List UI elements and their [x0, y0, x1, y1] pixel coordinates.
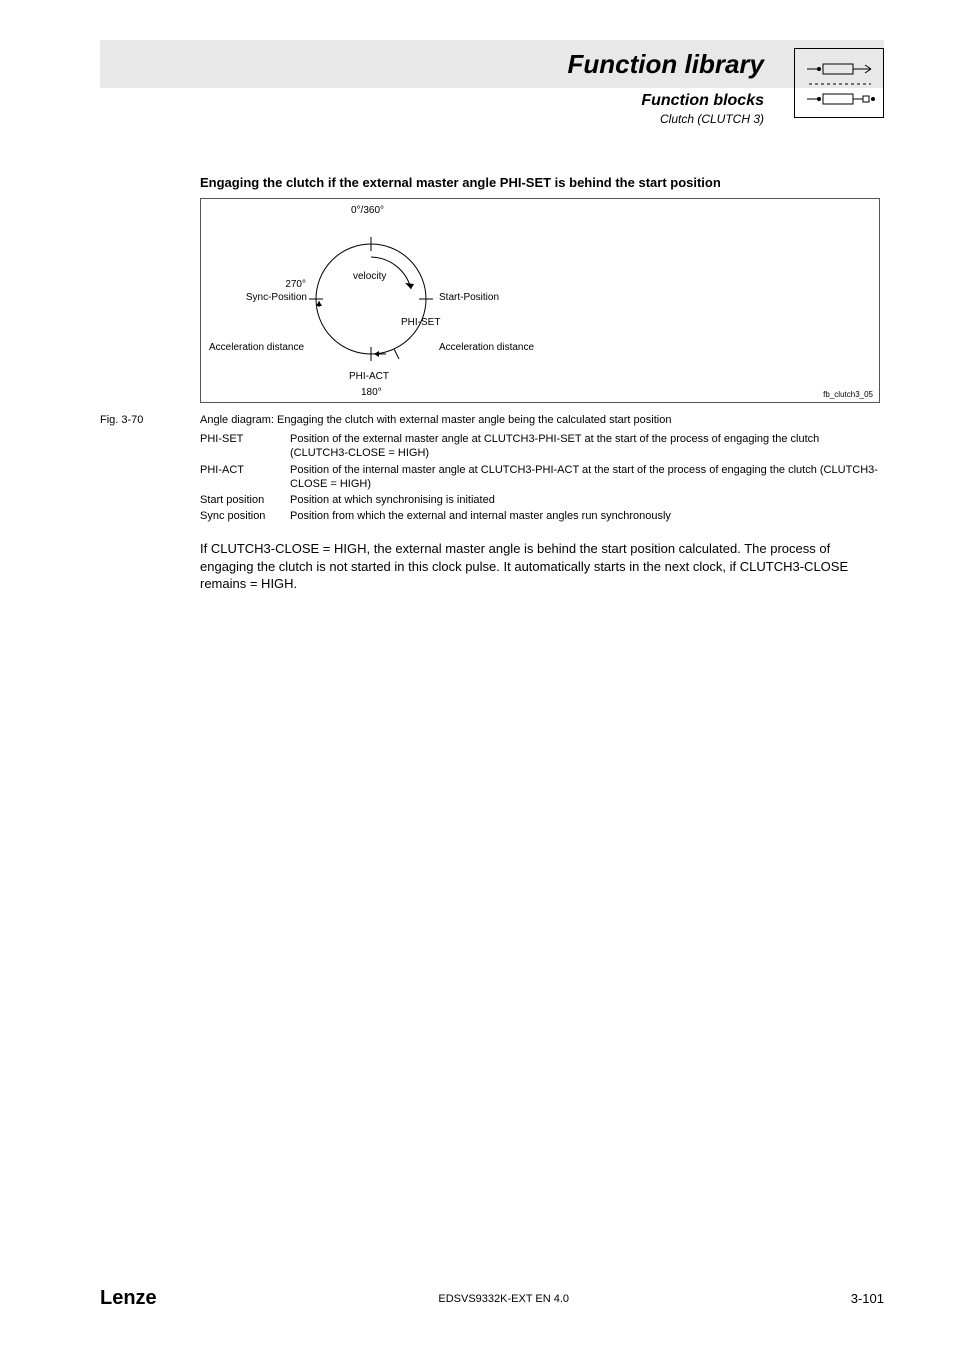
figure-caption: Angle diagram: Engaging the clutch with … — [200, 414, 671, 426]
function-block-icon — [794, 48, 884, 118]
def-row: PHI-ACT Position of the internal master … — [200, 463, 880, 492]
diag-label-accel-l: Acceleration distance — [209, 342, 304, 353]
diagram-ref: fb_clutch3_05 — [823, 390, 873, 399]
diag-label-270: 270° — [251, 279, 306, 290]
diag-label-phiset: PHI-SET — [401, 317, 440, 328]
angle-diagram: 0°/360° 180° 270° Sync-Position Start-Po… — [200, 198, 880, 403]
def-row: Start position Position at which synchro… — [200, 493, 880, 507]
def-desc: Position from which the external and int… — [290, 509, 880, 523]
def-row: Sync position Position from which the ex… — [200, 509, 880, 523]
diag-label-velocity: velocity — [353, 271, 386, 282]
def-desc: Position at which synchronising is initi… — [290, 493, 880, 507]
footer: Lenze EDSVS9332K-EXT EN 4.0 3-101 — [100, 1287, 884, 1310]
diag-label-sync: Sync-Position — [219, 292, 307, 303]
def-term: Sync position — [200, 509, 290, 523]
section-heading: Engaging the clutch if the external mast… — [200, 175, 721, 190]
header-bar: Function library — [100, 40, 884, 88]
subheader-line1: Function blocks — [641, 92, 764, 110]
subheader: Function blocks Clutch (CLUTCH 3) — [641, 92, 764, 126]
footer-brand: Lenze — [100, 1287, 157, 1310]
def-term: PHI-SET — [200, 432, 290, 461]
diag-label-start: Start-Position — [439, 292, 499, 303]
def-term: PHI-ACT — [200, 463, 290, 492]
figure-label: Fig. 3-70 — [100, 414, 143, 426]
body-paragraph: If CLUTCH3-CLOSE = HIGH, the external ma… — [200, 540, 880, 593]
def-desc: Position of the internal master angle at… — [290, 463, 880, 492]
page: Function library Function blocks Clutch … — [0, 0, 954, 1350]
diag-label-phiact: PHI-ACT — [349, 371, 389, 382]
diag-label-accel-r: Acceleration distance — [439, 342, 534, 353]
diag-label-top: 0°/360° — [351, 205, 384, 216]
footer-page: 3-101 — [851, 1291, 884, 1306]
definitions-list: PHI-SET Position of the external master … — [200, 432, 880, 526]
def-term: Start position — [200, 493, 290, 507]
def-row: PHI-SET Position of the external master … — [200, 432, 880, 461]
footer-doc: EDSVS9332K-EXT EN 4.0 — [438, 1293, 569, 1305]
header-title: Function library — [568, 49, 764, 80]
subheader-line2: Clutch (CLUTCH 3) — [641, 112, 764, 126]
def-desc: Position of the external master angle at… — [290, 432, 880, 461]
diag-label-bottom: 180° — [361, 387, 382, 398]
